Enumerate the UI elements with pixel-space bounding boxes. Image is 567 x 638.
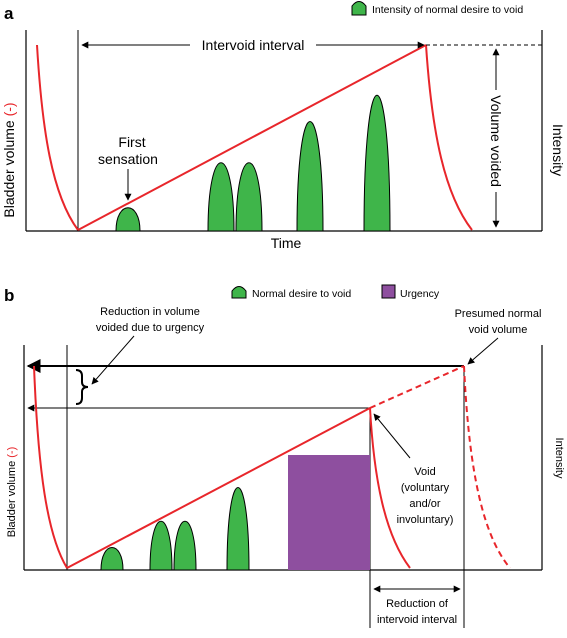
- b-void-line2: (voluntary: [401, 482, 450, 494]
- b-void-line4: involuntary): [397, 514, 454, 526]
- a-desire-bump-4: [296, 121, 324, 232]
- b-desire-bump-1: [100, 547, 124, 571]
- legend-desire-swatch: [351, 1, 367, 16]
- b-void-line1: Void: [414, 466, 435, 478]
- b-reduction-volume-line2: voided due to urgency: [96, 322, 205, 334]
- b-desire-bump-4: [226, 487, 250, 571]
- panel-a-letter: a: [4, 4, 14, 23]
- b-presumed-fill-line: [369, 365, 465, 409]
- legend-desire-label: Intensity of normal desire to void: [372, 4, 523, 16]
- b-reduction-volume-line1: Reduction in volume: [100, 306, 200, 318]
- a-intensity-label: Intensity: [550, 124, 566, 176]
- b-volume-drop-actual: [369, 407, 411, 569]
- b-y-axis-label: Bladder volume (-): [6, 447, 18, 538]
- legend-normal-desire-label: Normal desire to void: [252, 288, 351, 300]
- a-volume-drop-right: [425, 44, 473, 231]
- a-volume-voided-label: Volume voided: [488, 95, 504, 187]
- a-volume-fill-line: [77, 44, 427, 231]
- b-volume-reduction-brace: [75, 369, 89, 405]
- legend-normal-desire-swatch: [231, 286, 247, 299]
- b-reduction-interval-line2: intervoid interval: [377, 614, 457, 626]
- a-x-axis-label: Time: [271, 235, 302, 251]
- b-volume-drop-left: [33, 365, 68, 569]
- b-presumed-pointer: [467, 337, 499, 365]
- legend-urgency-label: Urgency: [400, 288, 440, 300]
- b-desire-bump-2: [149, 521, 173, 571]
- a-desire-bump-5: [363, 94, 391, 232]
- b-reduction-volume-pointer: [91, 335, 135, 385]
- a-y-axis-label: Bladder volume (-): [1, 102, 17, 217]
- a-desire-bump-3: [235, 162, 263, 232]
- b-desire-bump-3: [173, 521, 197, 571]
- b-volume-fill-line: [66, 407, 371, 569]
- a-first-sensation-line2: sensation: [98, 151, 158, 167]
- b-volume-drop-presumed: [463, 365, 511, 569]
- a-volume-drop-left: [36, 44, 79, 231]
- b-presumed-line2: void volume: [469, 324, 528, 336]
- legend-urgency-swatch: [381, 284, 396, 299]
- b-urgency-block: [288, 455, 370, 570]
- b-intensity-label: Intensity: [553, 438, 565, 479]
- panel-a: a Intensity of normal desire to void Bla…: [1, 1, 566, 251]
- b-reduction-interval-line1: Reduction of: [386, 598, 449, 610]
- panel-b-letter: b: [4, 286, 14, 305]
- a-desire-bump-2: [207, 162, 235, 232]
- b-void-pointer: [373, 413, 411, 459]
- a-intervoid-label: Intervoid interval: [202, 37, 305, 53]
- a-first-sensation-line1: First: [118, 134, 145, 150]
- a-desire-bump-1: [115, 207, 141, 232]
- panel-b: b Normal desire to void Urgency Reductio…: [4, 284, 565, 628]
- b-void-line3: and/or: [409, 498, 441, 510]
- b-presumed-line1: Presumed normal: [455, 308, 542, 320]
